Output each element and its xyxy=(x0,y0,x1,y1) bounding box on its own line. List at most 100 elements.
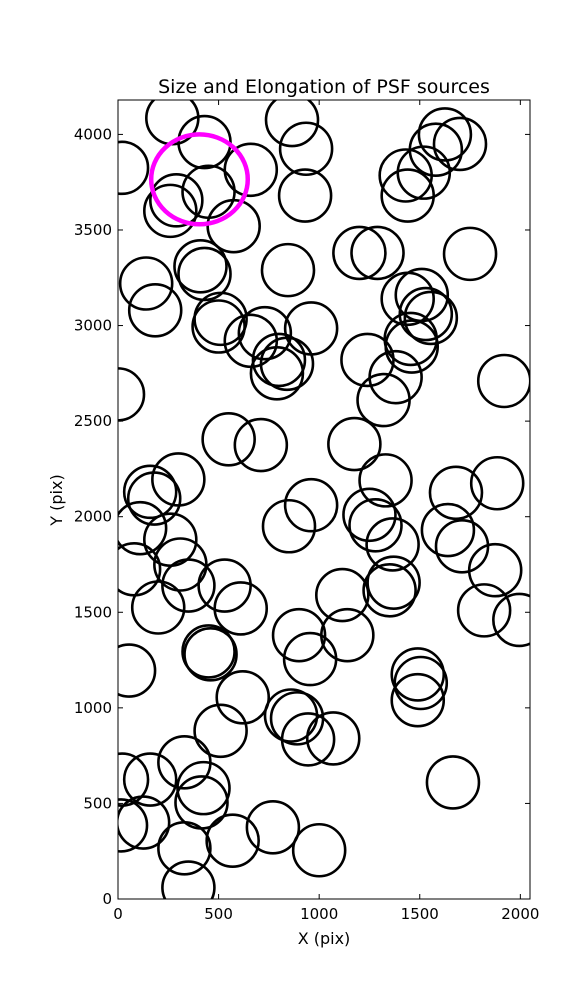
source-ellipse-65 xyxy=(161,558,216,613)
x-tick-label-3: 1000 xyxy=(300,905,338,923)
source-ellipse-32 xyxy=(237,305,293,361)
source-ellipse-96 xyxy=(245,800,301,855)
source-ellipse-52 xyxy=(428,465,484,521)
source-ellipse-20 xyxy=(332,225,387,281)
x-tick-label-1: 0 xyxy=(113,905,123,923)
source-ellipse-49 xyxy=(122,464,178,520)
y-tick-label-7: 3000 xyxy=(74,317,112,335)
source-ellipse-21 xyxy=(350,225,405,281)
source-ellipse-85 xyxy=(193,703,248,759)
source-ellipse-70 xyxy=(366,555,421,610)
x-ticks: 0 500 1000 1500 2000 xyxy=(113,100,539,923)
source-ellipse-58 xyxy=(365,517,420,572)
source-ellipse-91 xyxy=(176,760,231,816)
source-ellipse-40 xyxy=(340,332,395,388)
source-ellipse-60 xyxy=(434,519,490,574)
source-ellipse-81 xyxy=(215,670,271,725)
source-ellipse-14 xyxy=(143,183,198,239)
source-ellipse-53 xyxy=(469,455,525,511)
source-ellipse-75 xyxy=(271,607,327,663)
y-axis-label: Y (pix) xyxy=(47,474,66,526)
source-ellipse-22 xyxy=(442,226,498,282)
source-ellipse-71 xyxy=(362,562,417,618)
source-ellipse-86 xyxy=(263,688,319,743)
source-ellipse-31 xyxy=(191,299,246,354)
y-tick-label-9: 4000 xyxy=(74,125,112,143)
source-ellipse-74 xyxy=(492,592,530,648)
source-ellipse-83 xyxy=(393,655,449,711)
source-ellipse-5 xyxy=(278,121,334,177)
source-ellipse-33 xyxy=(283,301,339,356)
source-ellipse-7 xyxy=(432,116,488,172)
source-ellipse-54 xyxy=(283,477,339,533)
source-ellipse-4 xyxy=(264,100,320,148)
source-ellipse-37 xyxy=(249,346,305,401)
source-ellipse-102 xyxy=(425,755,481,810)
source-ellipse-98 xyxy=(118,795,171,850)
source-ellipse-50 xyxy=(126,471,182,526)
source-ellipse-66 xyxy=(197,558,252,613)
highlight-layer xyxy=(148,132,251,227)
chart-title: Size and Elongation of PSF sources xyxy=(158,76,490,98)
source-ellipse-61 xyxy=(118,500,168,556)
source-ellipse-93 xyxy=(122,752,178,807)
source-ellipse-63 xyxy=(118,541,162,597)
source-ellipse-88 xyxy=(280,712,336,767)
source-ellipse-25 xyxy=(260,242,316,298)
source-ellipse-44 xyxy=(476,353,530,409)
source-ellipse-77 xyxy=(320,607,375,663)
y-tick-label-6: 2500 xyxy=(74,412,112,430)
source-ellipse-42 xyxy=(356,372,411,428)
source-ellipse-72 xyxy=(467,542,523,598)
source-ellipse-16 xyxy=(277,168,333,223)
source-ellipse-78 xyxy=(181,624,236,679)
source-ellipse-100 xyxy=(157,821,212,876)
source-ellipse-36 xyxy=(259,336,315,392)
source-ellipse-80 xyxy=(118,643,157,698)
source-ellipse-95 xyxy=(205,813,260,868)
source-ellipse-97 xyxy=(291,822,347,878)
source-ellipse-6 xyxy=(417,107,473,162)
source-ellipse-43 xyxy=(118,367,146,422)
sources-layer xyxy=(118,100,530,899)
source-ellipse-51 xyxy=(358,453,413,508)
source-ellipse-24 xyxy=(127,282,183,338)
source-ellipse-68 xyxy=(130,580,186,635)
source-ellipse-45 xyxy=(201,411,256,467)
highlight-ellipse xyxy=(148,132,251,227)
x-tick-label-4: 1500 xyxy=(401,905,439,923)
source-ellipse-9 xyxy=(378,148,433,203)
source-ellipse-17 xyxy=(380,168,435,223)
y-tick-label-4: 1500 xyxy=(74,603,112,621)
y-tick-label-8: 3500 xyxy=(74,221,112,239)
plot-frame xyxy=(117,99,531,900)
source-ellipse-15 xyxy=(206,198,261,254)
source-ellipse-18 xyxy=(173,238,228,294)
source-ellipse-12 xyxy=(181,164,236,220)
source-ellipse-27 xyxy=(394,267,450,323)
source-ellipse-11 xyxy=(223,142,279,198)
source-ellipse-99 xyxy=(118,798,149,853)
source-ellipse-67 xyxy=(213,581,269,636)
y-tick-label-5: 2000 xyxy=(74,508,112,526)
source-ellipse-29 xyxy=(403,290,459,346)
source-ellipse-47 xyxy=(327,416,382,472)
source-ellipse-46 xyxy=(233,417,289,473)
source-ellipse-13 xyxy=(149,173,204,228)
source-ellipse-56 xyxy=(342,487,397,543)
source-ellipse-57 xyxy=(348,498,403,553)
y-ticks: 0 500 1000 1500 2000 2500 3000 3500 4000 xyxy=(74,125,530,908)
y-tick-label-2: 500 xyxy=(83,794,112,812)
source-ellipse-2 xyxy=(118,140,150,196)
y-tick-label-3: 1000 xyxy=(74,699,112,717)
source-ellipse-35 xyxy=(251,332,307,388)
source-ellipse-23 xyxy=(118,256,174,311)
source-ellipse-59 xyxy=(420,502,476,558)
x-tick-label-2: 500 xyxy=(204,905,233,923)
source-ellipse-101 xyxy=(161,860,216,899)
source-ellipse-64 xyxy=(153,537,208,592)
source-ellipse-84 xyxy=(390,672,446,728)
source-ellipse-55 xyxy=(261,498,317,554)
source-ellipse-48 xyxy=(151,452,206,507)
